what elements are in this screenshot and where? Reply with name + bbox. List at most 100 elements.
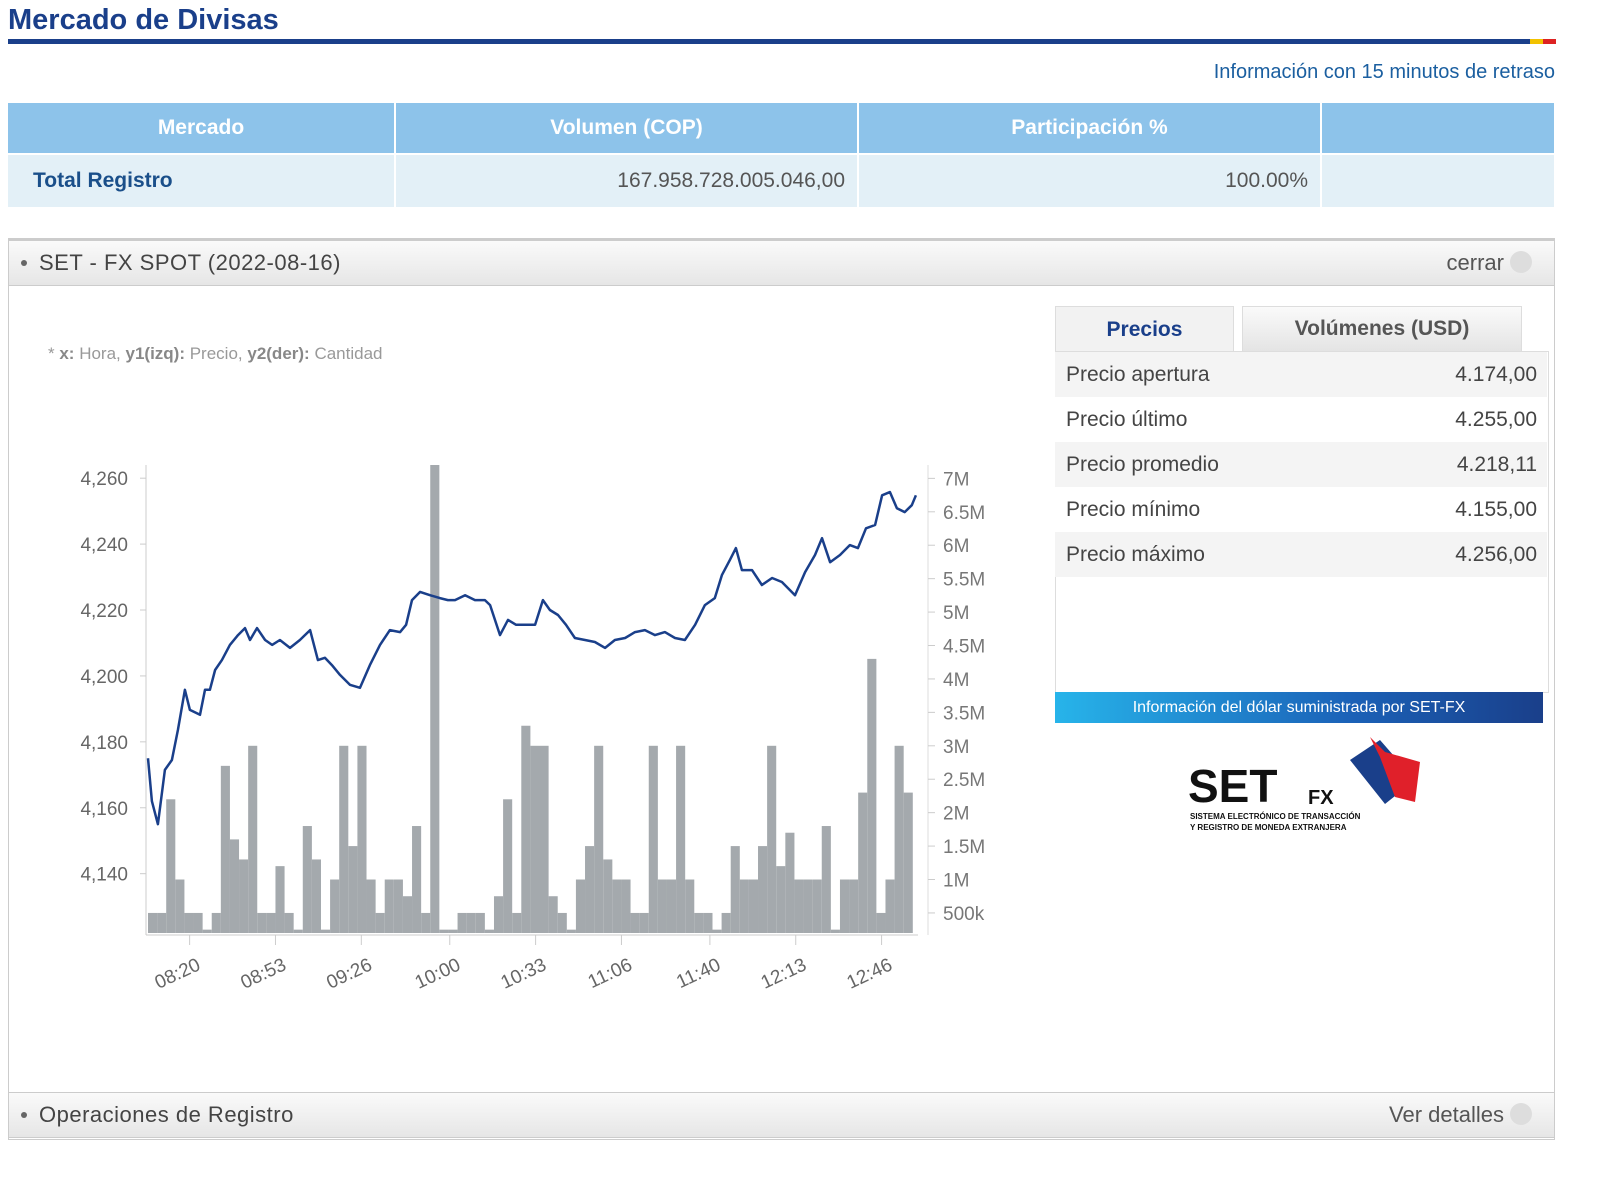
price-value: 4.256,00 <box>1455 543 1537 566</box>
volume-bar <box>184 912 194 933</box>
y-tick-label: 4,240 <box>80 535 128 556</box>
volume-bar <box>493 896 504 933</box>
note-part: x: <box>59 344 75 363</box>
volume-bar <box>257 912 267 933</box>
volume-bar <box>885 879 895 933</box>
volume-bar <box>421 912 431 933</box>
volume-bar <box>867 658 877 933</box>
y2-tick-label: 3.5M <box>943 703 985 724</box>
y2-tick-label: 4.5M <box>943 637 985 658</box>
panel-title: SET - FX SPOT (2022-08-16) <box>39 250 341 275</box>
volume-bar <box>202 929 212 933</box>
table-cell: 167.958.728.005.046,00 <box>396 155 859 207</box>
x-tick-label: 09:26 <box>323 954 375 993</box>
volume-bar <box>193 912 203 933</box>
logo-suffix: FX <box>1308 787 1334 809</box>
details-link[interactable]: Ver detalles <box>1389 1102 1504 1127</box>
x-tick-label: 12:46 <box>844 954 896 993</box>
volume-bar <box>229 839 240 933</box>
volume-bar <box>148 912 158 933</box>
volume-bar <box>393 879 403 933</box>
volume-bar <box>412 826 422 933</box>
volume-bar <box>293 929 303 933</box>
volume-bar <box>894 745 904 933</box>
y2-tick-label: 5.5M <box>943 570 985 591</box>
price-label: Precio promedio <box>1066 453 1219 476</box>
title-rule <box>8 39 1530 44</box>
logo-name: SET <box>1188 760 1277 812</box>
tab[interactable]: Precios <box>1055 306 1234 352</box>
details-icon[interactable] <box>1510 1103 1532 1125</box>
table-header <box>1322 103 1554 153</box>
volume-bar <box>402 896 413 933</box>
close-icon[interactable] <box>1510 251 1532 273</box>
volume-bar <box>320 929 331 933</box>
y-tick-label: 4,260 <box>80 469 128 490</box>
volume-bar <box>266 912 276 933</box>
logo: SET FX SISTEMA ELECTRÓNICO DE TRANSACCIÓ… <box>1188 737 1420 832</box>
y-tick-label: 4,220 <box>80 601 128 622</box>
price-label: Precio último <box>1066 408 1188 431</box>
table-header: Mercado <box>8 103 396 153</box>
volume-bar <box>548 896 558 933</box>
volume-bar <box>157 912 167 933</box>
volume-bar <box>630 912 640 933</box>
panel-header: Operaciones de Registro Ver detalles <box>9 1092 1554 1138</box>
volume-bar <box>357 745 367 933</box>
price-row: Precio apertura 4.174,00 <box>1055 352 1547 397</box>
volume-bar <box>748 879 759 933</box>
volume-bar <box>330 879 340 933</box>
delay-notice: Información con 15 minutos de retraso <box>1213 61 1555 83</box>
volume-bar <box>311 859 321 933</box>
y2-tick-label: 1M <box>943 871 969 892</box>
volume-bar <box>876 912 886 933</box>
volume-bar <box>776 866 786 933</box>
volume-bar <box>239 859 249 933</box>
price-value: 4.174,00 <box>1455 363 1537 386</box>
volume-bar <box>384 879 394 933</box>
y-tick-label: 4,160 <box>80 799 128 820</box>
y2-tick-label: 2.5M <box>943 770 985 791</box>
bullet <box>21 1112 27 1118</box>
price-label: Precio máximo <box>1066 543 1205 566</box>
panel-title: Operaciones de Registro <box>39 1102 294 1127</box>
volume-bar <box>812 879 822 933</box>
volume-bar <box>475 912 485 933</box>
x-tick-label: 11:06 <box>585 954 636 993</box>
volume-bar <box>466 912 476 933</box>
tab[interactable]: Volúmenes (USD) <box>1242 306 1522 352</box>
volume-bar <box>858 792 868 933</box>
volume-bar <box>712 929 722 933</box>
volume-bar <box>803 879 813 933</box>
volume-bar <box>676 745 686 933</box>
volume-bar <box>794 879 804 933</box>
volume-bar <box>830 929 840 933</box>
price-label: Precio mínimo <box>1066 498 1201 521</box>
volume-bar <box>685 879 695 933</box>
flag-yellow <box>1530 39 1543 44</box>
chart-note: * x: Hora, y1(izq): Precio, y2(der): Can… <box>48 344 383 364</box>
logo-text: Y REGISTRO DE MONEDA EXTRANJERA <box>1190 823 1347 832</box>
x-tick-label: 08:20 <box>152 954 204 993</box>
volume-bar <box>566 929 576 933</box>
table-header: Volumen (COP) <box>396 103 859 153</box>
y-tick-label: 4,200 <box>80 667 128 688</box>
x-tick-label: 12:13 <box>758 954 810 993</box>
note-part: Cantidad <box>309 344 383 363</box>
volume-bar <box>530 745 540 933</box>
volume-bar <box>612 879 622 933</box>
price-value: 4.218,11 <box>1456 453 1537 476</box>
logo-text: SISTEMA ELECTRÓNICO DE TRANSACCIÓN <box>1190 812 1361 821</box>
price-value: 4.255,00 <box>1455 408 1537 431</box>
volume-bar <box>666 879 677 933</box>
y2-tick-label: 7M <box>943 469 969 490</box>
table-header: Participación % <box>859 103 1322 153</box>
close-link[interactable]: cerrar <box>1446 250 1504 275</box>
x-tick-label: 10:00 <box>412 954 464 993</box>
volume-bar <box>448 929 458 933</box>
price-line <box>146 490 918 826</box>
volume-bar <box>730 846 740 933</box>
y2-tick-label: 3M <box>943 737 969 758</box>
volume-bar <box>211 912 221 933</box>
volume-bar <box>302 826 312 933</box>
